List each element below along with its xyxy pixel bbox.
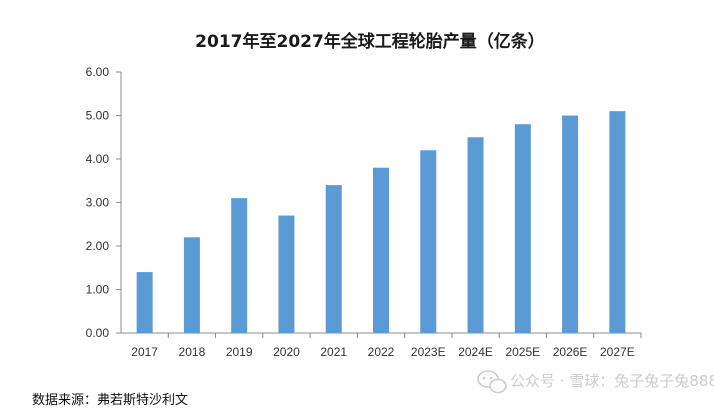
x-tick-label: 2018 [179,345,206,359]
x-tick-label: 2024E [458,345,493,359]
x-tick-label: 2023E [411,345,446,359]
watermark-text: 公众号 · 雪球：兔子兔子兔888 [510,372,714,390]
x-tick-label: 2025E [505,345,540,359]
y-tick-label: 0.00 [86,326,110,340]
x-tick-label: 2021 [320,345,347,359]
bar [183,237,200,333]
y-tick-label: 1.00 [86,283,110,297]
bar [420,150,437,333]
watermark: 公众号 · 雪球：兔子兔子兔888 [477,370,714,394]
x-tick-label: 2017 [131,345,158,359]
x-tick-label: 2026E [553,345,588,359]
x-tick-label: 2027E [600,345,635,359]
chart-title: 2017年至2027年全球工程轮胎产量（亿条） [195,31,545,52]
bar [136,272,153,333]
x-tick-label: 2019 [226,345,253,359]
x-tick-label: 2022 [368,345,395,359]
y-tick-label: 5.00 [86,109,110,123]
wechat-icon [477,370,507,394]
y-tick-label: 6.00 [86,65,110,79]
y-tick-label: 2.00 [86,239,110,253]
bar [278,215,295,333]
bar [562,115,579,333]
chart-bars [136,111,626,334]
bar [373,167,389,333]
bar [325,185,342,333]
bar [609,111,626,334]
x-tick-label: 2020 [273,345,300,359]
bar [467,137,484,333]
y-tick-label: 4.00 [86,152,110,166]
source-note: 数据来源：弗若斯特沙利文 [32,392,188,408]
x-axis-ticks: 2017 2018 2019 2020 2021 2022 2023E 2024E 2025E 2… [131,333,642,359]
y-axis-ticks: 0.00 1.00 2.00 3.00 4.00 5.00 6.00 [86,65,121,340]
y-tick-label: 3.00 [86,196,110,210]
bar [231,198,248,333]
bar [514,124,531,333]
